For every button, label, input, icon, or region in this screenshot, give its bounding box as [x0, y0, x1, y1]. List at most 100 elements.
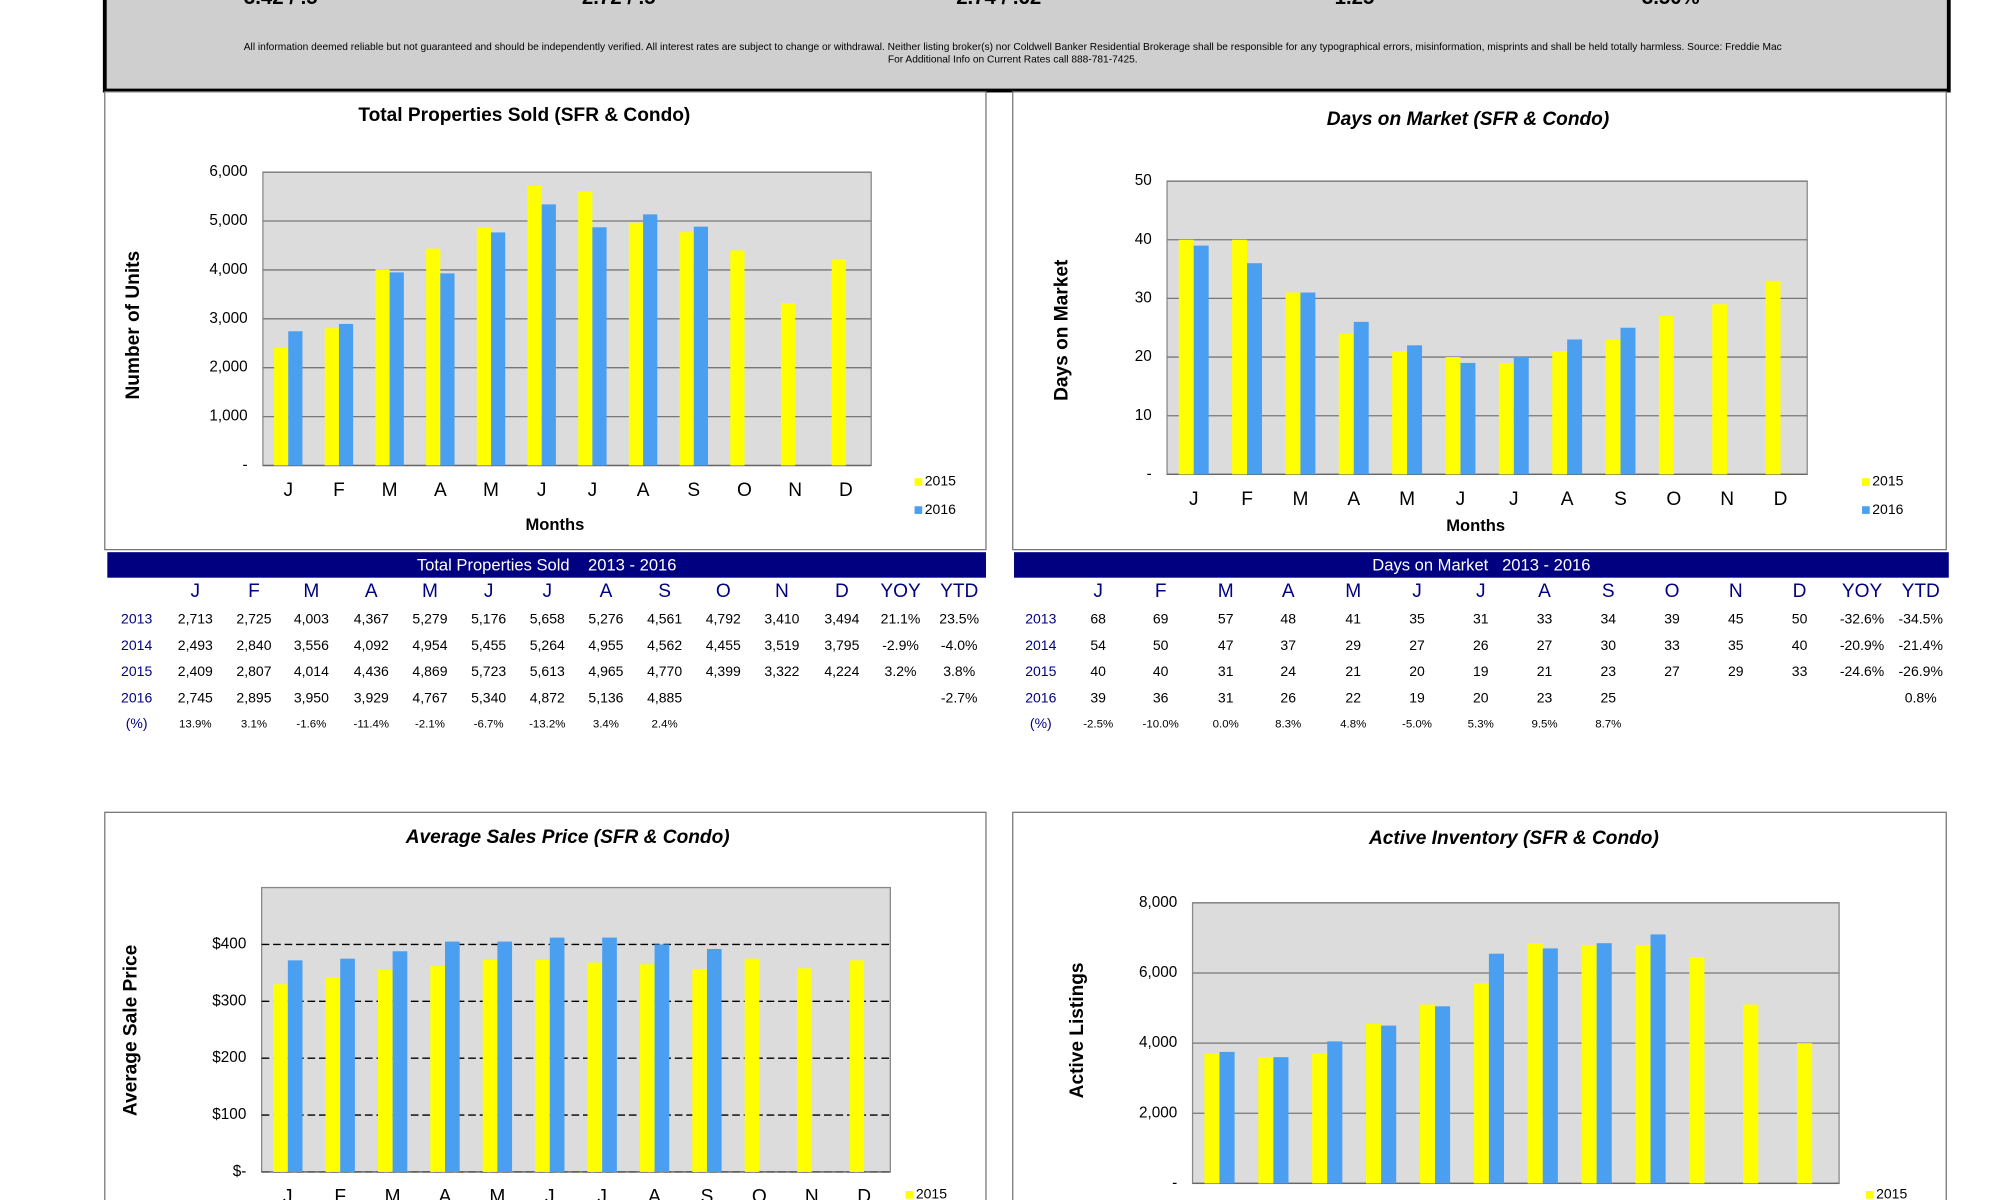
table-cell: 3,322	[764, 663, 799, 679]
bar	[497, 941, 513, 1172]
bar	[679, 232, 694, 466]
x-tick-label: N	[1751, 1198, 1765, 1200]
table-cell: 21.1%	[881, 610, 921, 626]
table-cell: 23	[1600, 663, 1616, 679]
table-cell: 5.3%	[1468, 718, 1494, 730]
bar	[1743, 1004, 1759, 1184]
bar	[639, 964, 655, 1172]
table-cell: 9.5%	[1531, 718, 1557, 730]
table-cell: -24.6%	[1840, 663, 1884, 679]
x-tick-label: A	[637, 480, 650, 501]
table-cell: 34	[1600, 610, 1616, 626]
table-cell: 3,494	[824, 610, 859, 626]
row-label: (%)	[126, 715, 148, 731]
table-cell: 50	[1792, 610, 1808, 626]
legend-label: 2015	[916, 1186, 947, 1200]
x-tick-label: J	[1215, 1198, 1225, 1200]
bar	[730, 250, 745, 466]
table-cell: 4,562	[647, 637, 682, 653]
x-tick-label: A	[1561, 489, 1574, 510]
table-cell: -13.2%	[529, 718, 565, 730]
table-cell: -2.5%	[1083, 718, 1113, 730]
x-tick-label: D	[857, 1186, 871, 1200]
x-axis-title: Months	[1446, 516, 1505, 535]
bar	[1193, 245, 1209, 475]
bar	[541, 204, 556, 466]
bar	[1498, 362, 1514, 475]
column-header: J	[484, 581, 494, 602]
bar	[587, 962, 603, 1172]
x-tick-label: M	[1292, 489, 1308, 510]
bar	[491, 232, 506, 466]
table-cell: -21.4%	[1899, 637, 1943, 653]
legend-label: 2015	[1876, 1186, 1907, 1200]
legend-label: 2016	[1872, 501, 1903, 517]
column-header: O	[1665, 581, 1680, 602]
table-cell: 4,436	[354, 663, 389, 679]
table-cell: 4.8%	[1340, 718, 1366, 730]
table-cell: 57	[1218, 610, 1234, 626]
table-cell: 26	[1473, 637, 1489, 653]
y-tick-label: 20	[1135, 348, 1152, 365]
y-tick-label: 2,000	[1139, 1104, 1177, 1121]
x-tick-label: M	[1399, 489, 1415, 510]
table-cell: -6.7%	[474, 718, 504, 730]
x-tick-label: J	[283, 480, 293, 501]
column-header: D	[835, 581, 849, 602]
table-cell: 5,723	[471, 663, 506, 679]
table-cell: 2,725	[236, 610, 271, 626]
bar	[338, 323, 354, 466]
bar	[288, 331, 303, 466]
bar	[1488, 953, 1504, 1184]
bar	[628, 222, 644, 466]
plot-area	[1166, 180, 1808, 476]
y-tick-label: $300	[212, 992, 246, 1009]
table-cell: 45	[1728, 610, 1744, 626]
column-header: O	[716, 581, 731, 602]
y-tick-label: $-	[233, 1163, 247, 1180]
bar	[1596, 943, 1612, 1184]
table-cell: 5,613	[530, 663, 565, 679]
table-cell: -2.7%	[941, 690, 978, 706]
chart-title: Average Sales Price (SFR & Condo)	[405, 827, 730, 848]
column-header: A	[1538, 581, 1551, 602]
x-tick-label: J	[1538, 1198, 1548, 1200]
bar	[1381, 1025, 1397, 1184]
bar	[1273, 1057, 1289, 1184]
x-tick-label: F	[334, 1186, 346, 1200]
column-header: A	[1282, 581, 1295, 602]
x-tick-label: F	[1241, 489, 1253, 510]
bar	[1658, 316, 1674, 475]
table-cell: 26	[1280, 690, 1296, 706]
y-tick-label: 40	[1135, 231, 1152, 248]
bar	[1635, 944, 1651, 1184]
x-tick-label: A	[1347, 489, 1360, 510]
x-tick-label: J	[537, 480, 547, 501]
table-cell: 0.0%	[1213, 718, 1239, 730]
bar	[1300, 292, 1316, 475]
table-cell: 37	[1280, 637, 1296, 653]
column-header: D	[1793, 581, 1807, 602]
column-header: J	[1476, 581, 1486, 602]
x-tick-label: F	[1268, 1198, 1280, 1200]
bar	[1765, 280, 1781, 475]
y-tick-label: -	[1147, 465, 1152, 482]
x-tick-label: A	[1590, 1198, 1603, 1200]
chart-title: Total Properties Sold (SFR & Condo)	[358, 105, 690, 126]
bar	[549, 937, 565, 1172]
table-cell: 25	[1600, 690, 1616, 706]
row-label: 2013	[121, 610, 152, 626]
table-cell: 3.1%	[241, 718, 267, 730]
table-cell: 27	[1409, 637, 1425, 653]
rate-value: 1.25	[1335, 0, 1375, 9]
bar	[1353, 321, 1369, 475]
table-cell: 5,176	[471, 610, 506, 626]
legend-swatch	[905, 1191, 914, 1199]
table-cell: 4,092	[354, 637, 389, 653]
table-cell: 40	[1090, 663, 1106, 679]
x-tick-label: J	[597, 1186, 607, 1200]
x-tick-label: N	[805, 1186, 819, 1200]
legend-swatch	[1862, 478, 1870, 486]
bar	[392, 951, 408, 1172]
